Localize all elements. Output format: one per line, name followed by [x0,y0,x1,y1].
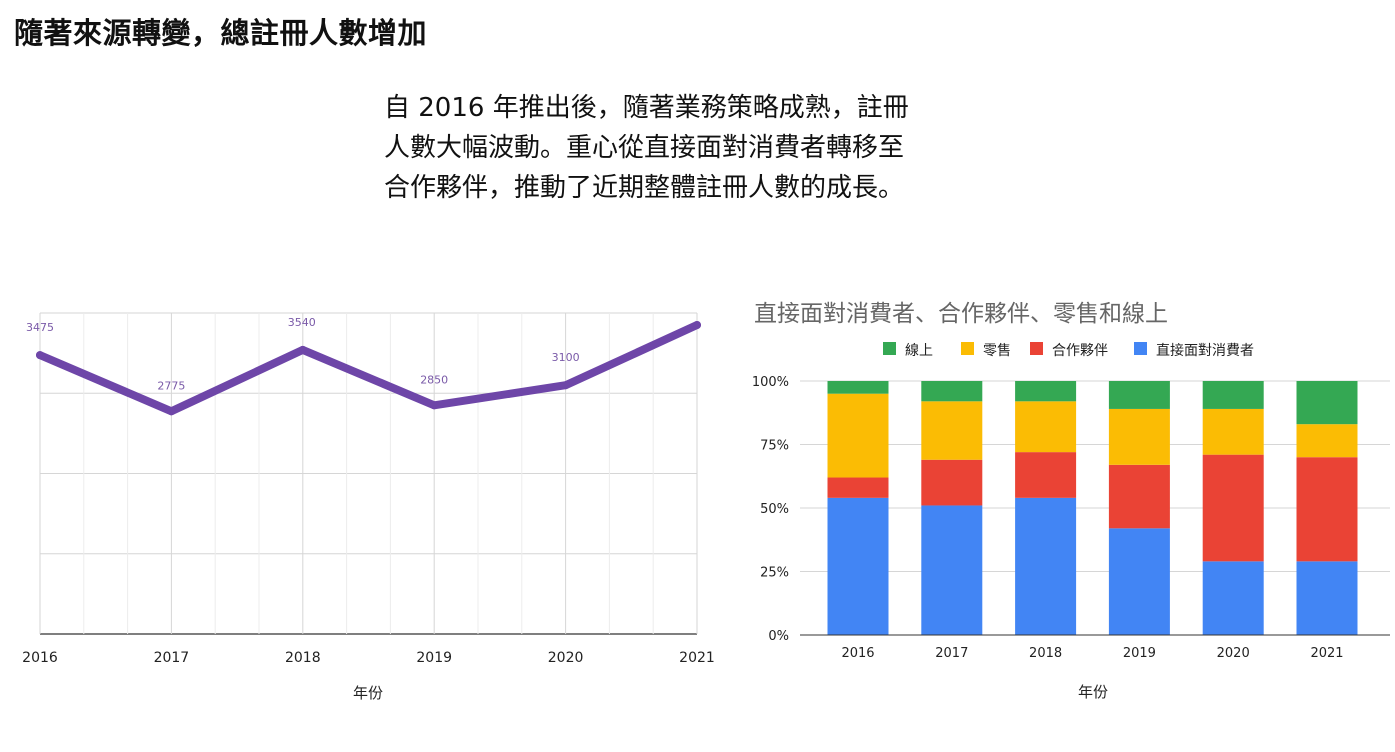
bar-segment-2016 [827,381,889,394]
bar-segment-2021 [1296,424,1358,458]
bar-segment-2019 [1108,464,1170,529]
bar-segment-2017 [921,505,983,635]
bar-segment-2018 [1015,381,1077,402]
intro-paragraph: 自 2016 年推出後，隨著業務策略成熟，註冊 人數大幅波動。重心從直接面對消費… [384,88,1004,208]
line-point-2019 [430,401,439,410]
line-data-label: 3475 [26,321,54,334]
line-data-label: 3100 [552,351,580,364]
y-tick-label: 100% [752,375,789,390]
x-tick-label: 2021 [679,650,715,666]
y-tick-label: 75% [760,439,789,454]
bar-segment-2016 [827,393,889,478]
bar-segment-2020 [1202,561,1264,635]
line-point-2017 [167,407,176,416]
bar-segment-2020 [1202,454,1264,562]
y-tick-label: 25% [760,566,789,581]
bar-x-tick-label: 2019 [1123,646,1156,661]
bar-segment-2021 [1296,381,1358,425]
x-tick-label: 2018 [285,650,321,666]
legend-label: 線上 [905,343,933,359]
bar-segment-2016 [827,497,889,635]
line-data-label: 2775 [157,379,185,392]
bar-x-tick-label: 2020 [1217,646,1250,661]
bar-x-axis-title: 年份 [1078,683,1108,701]
intro-line-3: 合作夥伴，推動了近期整體註冊人數的成長。 [384,173,905,203]
bar-segment-2021 [1296,457,1358,562]
x-tick-label: 2016 [22,650,58,666]
intro-line-1: 自 2016 年推出後，隨著業務策略成熟，註冊 [384,93,909,123]
bar-segment-2020 [1202,408,1264,455]
legend-swatch [1030,342,1043,355]
legend-swatch [1134,342,1147,355]
bar-segment-2018 [1015,452,1077,498]
bar-segment-2020 [1202,381,1264,409]
line-data-label: 3540 [288,316,316,329]
page-title: 隨著來源轉變，總註冊人數增加 [14,16,428,50]
bar-x-tick-label: 2017 [935,646,968,661]
bar-segment-2019 [1108,528,1170,635]
bar-x-tick-label: 2016 [841,646,874,661]
x-tick-label: 2017 [154,650,190,666]
bar-segment-2021 [1296,561,1358,635]
bar-segment-2018 [1015,497,1077,635]
x-tick-label: 2020 [548,650,584,666]
line-point-2021 [693,321,701,330]
y-tick-label: 0% [768,629,789,644]
enrollment-line [36,321,701,416]
legend-label: 直接面對消費者 [1156,342,1254,359]
line-point-2016 [36,351,44,360]
y-tick-label: 50% [760,502,789,517]
bar-x-tick-label: 2018 [1029,646,1062,661]
bar-segment-2019 [1108,381,1170,409]
x-tick-label: 2019 [416,650,452,666]
bar-segment-2019 [1108,408,1170,465]
bar-segment-2017 [921,381,983,402]
line-point-2018 [298,345,307,354]
line-x-axis-title: 年份 [353,684,383,702]
legend-swatch [883,342,896,355]
legend-swatch [961,342,974,355]
bar-segment-2016 [827,477,889,498]
intro-line-2: 人數大幅波動。重心從直接面對消費者轉移至 [384,133,905,163]
line-data-label: 2850 [420,373,448,386]
bar-segment-2018 [1015,401,1077,453]
line-point-2020 [561,381,570,390]
bar-chart-title: 直接面對消費者、合作夥伴、零售和線上 [754,301,1168,327]
legend-label: 合作夥伴 [1052,343,1108,359]
legend-label: 零售 [983,343,1011,359]
bar-segment-2017 [921,401,983,460]
bar-x-tick-label: 2021 [1310,646,1343,661]
bar-segment-2017 [921,459,983,506]
